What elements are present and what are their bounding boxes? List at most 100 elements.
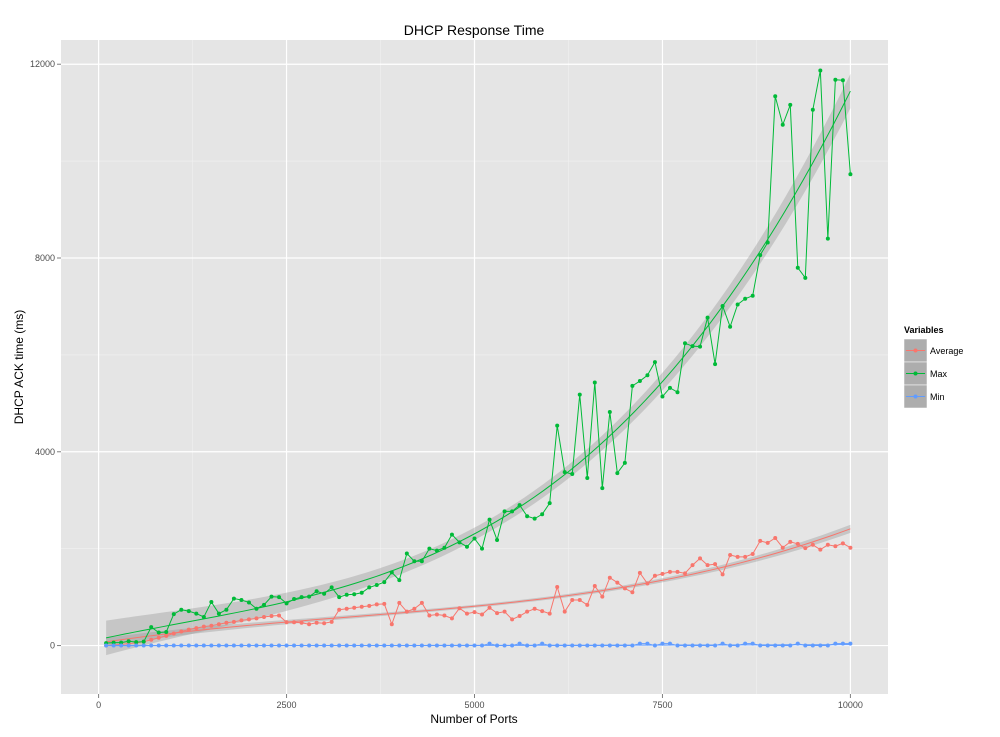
- data-point-max: [314, 589, 319, 594]
- data-point-min: [246, 643, 251, 648]
- data-point-max: [156, 630, 161, 635]
- data-point-average: [570, 598, 575, 603]
- data-point-min: [788, 643, 793, 648]
- data-point-max: [269, 594, 274, 599]
- data-point-average: [314, 620, 319, 625]
- data-point-average: [412, 606, 417, 611]
- data-point-max: [149, 625, 154, 630]
- data-point-min: [374, 643, 379, 648]
- data-point-max: [171, 612, 176, 617]
- data-point-average: [367, 603, 372, 608]
- data-point-average: [622, 586, 627, 591]
- data-point-average: [600, 594, 605, 599]
- data-point-max: [487, 517, 492, 522]
- data-point-max: [547, 501, 552, 506]
- data-point-min: [743, 641, 748, 646]
- data-point-average: [810, 542, 815, 547]
- data-point-average: [171, 631, 176, 636]
- data-point-average: [532, 606, 537, 611]
- y-axis-ticks: 0 4000 8000 12000: [30, 59, 61, 651]
- data-point-max: [818, 68, 823, 73]
- data-point-min: [637, 641, 642, 646]
- data-point-average: [434, 612, 439, 617]
- data-point-average: [743, 554, 748, 559]
- data-point-min: [194, 643, 199, 648]
- data-point-min: [337, 643, 342, 648]
- data-point-max: [367, 585, 372, 590]
- data-point-min: [487, 641, 492, 646]
- data-point-max: [690, 344, 695, 349]
- data-point-max: [164, 629, 169, 634]
- data-point-min: [735, 643, 740, 648]
- data-point-min: [389, 643, 394, 648]
- data-point-average: [510, 617, 515, 622]
- data-point-max: [119, 640, 124, 645]
- data-point-max: [231, 596, 236, 601]
- data-point-average: [645, 581, 650, 586]
- legend-title: Variables: [904, 325, 944, 335]
- data-point-average: [261, 614, 266, 619]
- data-point-average: [652, 573, 657, 578]
- data-point-min: [352, 643, 357, 648]
- data-point-max: [525, 514, 530, 519]
- data-point-min: [209, 643, 214, 648]
- data-point-average: [562, 609, 567, 614]
- y-tick-label: 8000: [35, 253, 55, 263]
- data-point-average: [615, 580, 620, 585]
- data-point-min: [299, 643, 304, 648]
- data-point-max: [359, 590, 364, 595]
- data-point-average: [472, 610, 477, 615]
- data-point-max: [825, 236, 830, 241]
- data-point-average: [637, 570, 642, 575]
- data-point-min: [555, 643, 560, 648]
- data-point-average: [720, 572, 725, 577]
- data-point-max: [389, 570, 394, 575]
- data-point-max: [179, 607, 184, 612]
- legend-label-average: Average: [930, 346, 963, 356]
- data-point-average: [765, 540, 770, 545]
- data-point-min: [607, 643, 612, 648]
- y-tick-label: 4000: [35, 447, 55, 457]
- data-point-average: [592, 583, 597, 588]
- data-point-average: [480, 612, 485, 617]
- data-point-min: [269, 643, 274, 648]
- data-point-max: [510, 509, 515, 514]
- data-point-max: [261, 602, 266, 607]
- data-point-max: [254, 606, 259, 611]
- data-point-min: [307, 643, 312, 648]
- data-point-max: [480, 546, 485, 551]
- data-point-max: [307, 594, 312, 599]
- data-point-average: [773, 536, 778, 541]
- data-point-min: [284, 643, 289, 648]
- data-point-min: [171, 643, 176, 648]
- data-point-average: [728, 552, 733, 557]
- data-point-min: [254, 643, 259, 648]
- data-point-min: [164, 643, 169, 648]
- data-point-min: [660, 641, 665, 646]
- data-point-average: [299, 620, 304, 625]
- data-point-max: [224, 607, 229, 612]
- data-point-min: [442, 643, 447, 648]
- legend-key-average: [903, 338, 928, 363]
- data-point-max: [442, 545, 447, 550]
- data-point-max: [299, 595, 304, 600]
- data-point-min: [532, 643, 537, 648]
- data-point-max: [540, 512, 545, 517]
- data-point-max: [277, 595, 282, 600]
- data-point-min: [239, 643, 244, 648]
- data-point-max: [630, 383, 635, 388]
- data-point-min: [728, 643, 733, 648]
- trend-ribbon-average: [106, 524, 851, 646]
- data-point-average: [585, 602, 590, 607]
- data-point-min: [404, 643, 409, 648]
- data-point-min: [840, 641, 845, 646]
- data-point-average: [818, 547, 823, 552]
- data-point-average: [156, 635, 161, 640]
- data-point-max: [795, 265, 800, 270]
- data-point-max: [449, 532, 454, 537]
- data-point-average: [840, 541, 845, 546]
- data-point-average: [788, 539, 793, 544]
- data-point-max: [780, 122, 785, 127]
- data-point-average: [419, 600, 424, 605]
- data-point-min: [126, 643, 131, 648]
